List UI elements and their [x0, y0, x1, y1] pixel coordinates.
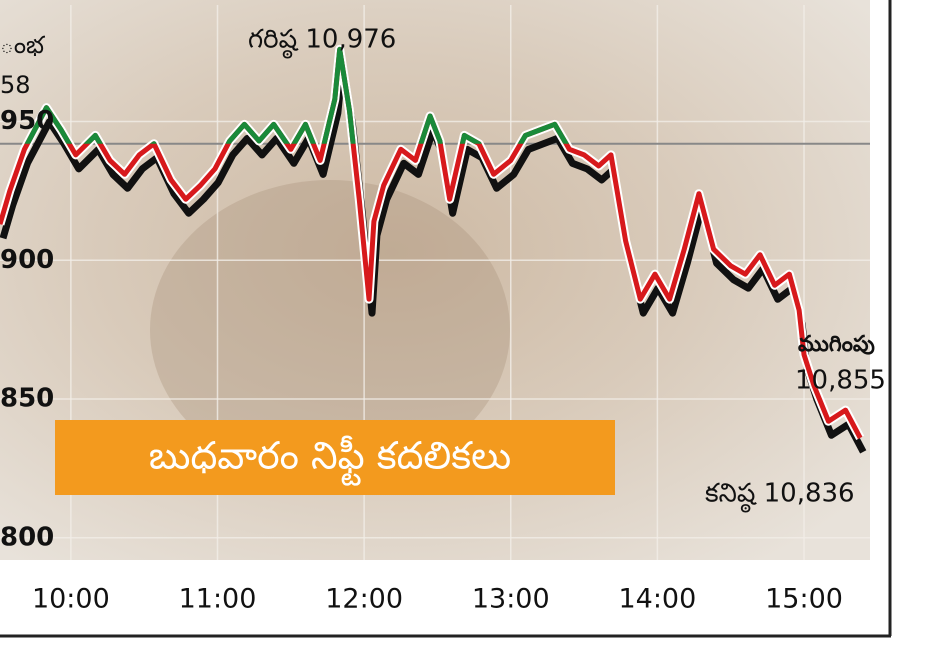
x-tick-label: 12:00 [325, 584, 403, 615]
annotation: 10,855 [795, 366, 886, 396]
x-tick-label: 10:00 [32, 584, 110, 615]
x-tick-label: 14:00 [618, 584, 696, 615]
x-tick-label: 15:00 [765, 584, 843, 615]
annotation: 58 [0, 71, 31, 99]
chart: బుధవారం నిఫ్టీ కదలికలు గరిష్ఠ 10,976 ముగ… [0, 0, 936, 647]
annotation: ంభ [0, 31, 46, 59]
y-tick-label: 950 [0, 106, 54, 136]
annotation: కనిష్ఠ 10,836 [705, 479, 855, 514]
y-tick-label: 900 [0, 245, 54, 275]
y-tick-label: 850 [0, 384, 54, 414]
y-tick-label: 800 [0, 522, 54, 552]
x-tick-label: 13:00 [472, 584, 550, 615]
annotation: ముగింపు [798, 332, 875, 357]
x-tick-label: 11:00 [179, 584, 257, 615]
annotation: గరిష్ఠ 10,976 [248, 25, 396, 60]
